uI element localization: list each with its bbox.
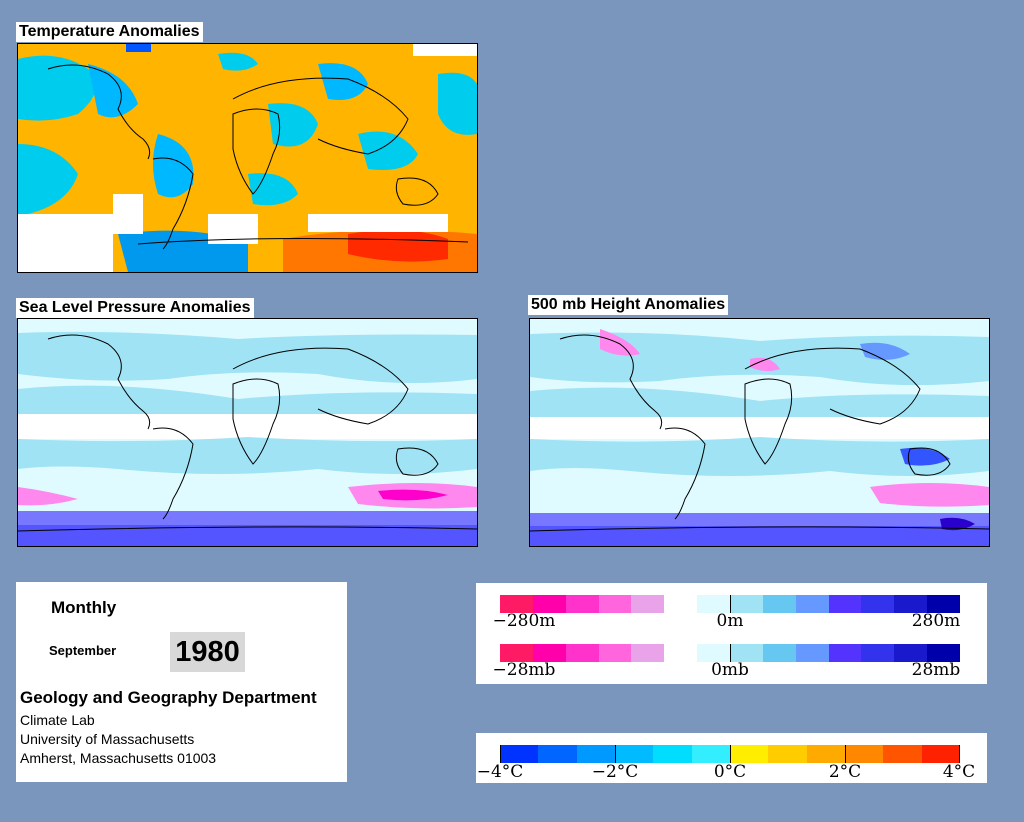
height-color-swatch — [828, 595, 862, 613]
height-color-swatch — [565, 595, 599, 613]
height-color-swatch — [631, 595, 665, 613]
height-color-swatch — [762, 595, 796, 613]
slp-panel-title: Sea Level Pressure Anomalies — [16, 298, 254, 318]
temp-tick — [845, 745, 846, 763]
temperature-color-swatch — [538, 745, 577, 763]
month-label: September — [49, 643, 117, 658]
pressure-color-swatch — [664, 644, 698, 662]
height-label-min: −280m — [492, 611, 556, 631]
info-box: Monthly September 1980 Geology and Geogr… — [16, 582, 347, 782]
pressure-color-bar — [500, 644, 961, 662]
temperature-color-swatch — [883, 745, 922, 763]
temperature-color-swatch — [653, 745, 692, 763]
pressure-label-zero: 0mb — [711, 660, 749, 680]
height-500mb-map — [529, 318, 990, 547]
temp-tick — [500, 745, 501, 763]
temp-label: 4°C — [942, 762, 976, 782]
height-label-zero: 0m — [716, 611, 744, 631]
address-line: Amherst, Massachusetts 01003 — [20, 750, 217, 766]
temp-tick — [730, 745, 731, 763]
pressure-color-swatch — [598, 644, 632, 662]
pressure-color-swatch — [762, 644, 796, 662]
temp-label: 2°C — [828, 762, 862, 782]
temperature-color-swatch — [576, 745, 615, 763]
temperature-color-swatch — [844, 745, 884, 763]
temperature-color-swatch — [729, 745, 769, 763]
temp-label: −4°C — [476, 762, 524, 782]
height-color-swatch — [500, 595, 533, 613]
pressure-label-min: −28mb — [492, 660, 556, 680]
height-color-swatch — [894, 595, 928, 613]
temperature-panel-title: Temperature Anomalies — [16, 22, 203, 42]
pressure-color-swatch — [927, 644, 961, 662]
height-zero-tick — [730, 595, 731, 613]
temp-label: 0°C — [713, 762, 747, 782]
pressure-color-swatch — [697, 644, 731, 662]
temperature-color-swatch — [500, 745, 539, 763]
height-color-swatch — [730, 595, 763, 613]
temperature-legend: −4°C −2°C 0°C 2°C 4°C — [476, 733, 987, 783]
temp-tick — [615, 745, 616, 763]
temperature-color-swatch — [614, 745, 654, 763]
address-line: Climate Lab — [20, 712, 95, 728]
pressure-color-swatch — [795, 644, 829, 662]
pressure-color-swatch — [894, 644, 928, 662]
height-color-swatch — [532, 595, 566, 613]
height500-panel-title: 500 mb Height Anomalies — [528, 295, 729, 315]
height-color-swatch — [598, 595, 632, 613]
frequency-label: Monthly — [51, 598, 117, 617]
pressure-zero-tick — [730, 644, 731, 662]
pressure-color-swatch — [500, 644, 533, 662]
pressure-color-swatch — [532, 644, 566, 662]
temperature-color-swatch — [691, 745, 730, 763]
pressure-color-swatch — [631, 644, 665, 662]
height-color-swatch — [795, 595, 829, 613]
temperature-color-swatch — [768, 745, 807, 763]
sea-level-pressure-map — [17, 318, 478, 547]
height-pressure-legend: −280m 0m 280m −28mb 0mb 28mb — [476, 583, 987, 684]
height-color-swatch — [697, 595, 731, 613]
height-color-bar — [500, 595, 961, 613]
temp-tick — [959, 745, 960, 763]
pressure-label-max: 28mb — [911, 660, 961, 680]
height-color-swatch — [927, 595, 961, 613]
height-color-swatch — [664, 595, 698, 613]
pressure-color-swatch — [730, 644, 763, 662]
department-label: Geology and Geography Department — [20, 688, 317, 707]
temperature-color-bar — [500, 745, 960, 763]
temperature-color-swatch — [806, 745, 845, 763]
temperature-color-swatch — [921, 745, 960, 763]
pressure-color-swatch — [565, 644, 599, 662]
address-line: University of Massachusetts — [20, 731, 195, 747]
height-color-swatch — [861, 595, 895, 613]
temp-label: −2°C — [591, 762, 639, 782]
year-label: 1980 — [170, 632, 245, 672]
pressure-color-swatch — [828, 644, 862, 662]
temperature-anomaly-map — [17, 43, 478, 273]
pressure-color-swatch — [861, 644, 895, 662]
height-label-max: 280m — [911, 611, 961, 631]
